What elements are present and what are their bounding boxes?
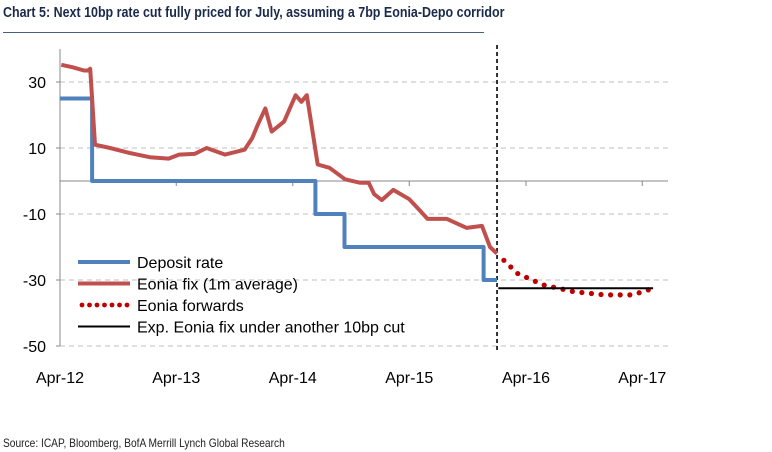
series-eonia-forwards-dot (627, 292, 633, 298)
chart-title: Chart 5: Next 10bp rate cut fully priced… (3, 5, 505, 21)
y-tick-label: -30 (23, 273, 46, 290)
legend-swatch (117, 302, 122, 308)
series-eonia-forwards-dot (541, 282, 547, 288)
x-tick-label: Apr-14 (269, 370, 317, 387)
series-eonia-forwards-dot (515, 270, 521, 277)
series-eonia-forwards-dot (508, 264, 514, 270)
series-eonia-forwards-dot (532, 278, 538, 284)
x-tick-label: Apr-16 (502, 370, 550, 387)
legend-swatch (94, 302, 100, 308)
y-tick-label: 30 (28, 75, 46, 92)
series-eonia-forwards-dot (636, 290, 642, 296)
series-layer (60, 45, 654, 350)
gridlines (60, 81, 668, 347)
x-tick-label: Apr-17 (618, 370, 666, 387)
series-eonia-forwards-dot (579, 289, 585, 296)
legend-swatch (109, 302, 115, 308)
legend-label: Deposit rate (137, 255, 223, 272)
series-eonia-forwards-dot (501, 257, 507, 263)
legend-swatch (87, 302, 92, 308)
legend-swatch (124, 302, 130, 308)
series-deposit-rate (60, 96, 497, 282)
legend: Deposit rate Eonia fix (1m average) Eonia … (78, 255, 405, 337)
x-tick-label: Apr-15 (385, 370, 433, 387)
y-tick-label: -50 (23, 339, 46, 356)
legend-swatch (102, 302, 107, 308)
source-note: Source: ICAP, Bloomberg, BofA Merrill Ly… (3, 436, 285, 450)
series-eonia-forwards-dot (588, 290, 595, 297)
series-eonia-forwards-dot (523, 274, 530, 281)
series-eonia-forwards-dot (598, 291, 604, 298)
series-eonia-forwards-dot (617, 292, 623, 298)
y-tick-label: 10 (28, 141, 46, 158)
x-tick-label: Apr-12 (36, 370, 84, 387)
x-tick-label: Apr-13 (152, 370, 200, 387)
legend-label: Eonia fix (1m average) (137, 277, 298, 294)
legend-swatch (79, 302, 85, 308)
y-tick-label: -10 (23, 207, 46, 224)
series-eonia-forwards-dot (569, 288, 575, 294)
title-underline (3, 32, 484, 33)
series-eonia-forwards-dot (608, 292, 614, 298)
legend-label: Eonia forwards (137, 298, 244, 315)
series-eonia-fix-1m-average (60, 62, 499, 256)
legend-label: Exp. Eonia fix under another 10bp cut (137, 320, 405, 337)
